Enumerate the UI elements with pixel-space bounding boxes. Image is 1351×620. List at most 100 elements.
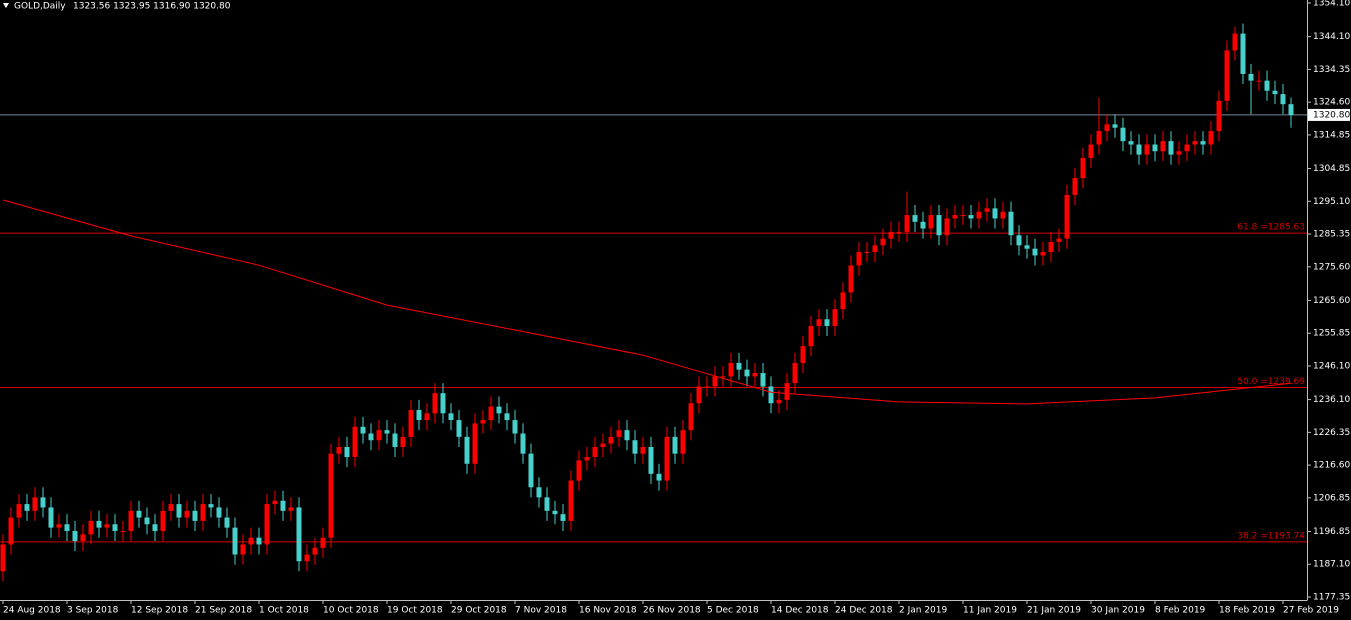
candle-body xyxy=(704,386,710,388)
candle-body xyxy=(1184,144,1190,152)
candle-body xyxy=(664,436,670,481)
x-tick-label: 26 Nov 2018 xyxy=(643,606,701,616)
candle-body xyxy=(848,265,854,293)
candle-body xyxy=(1208,131,1214,145)
candle-body xyxy=(992,208,998,219)
y-tick-label: 1314.85 xyxy=(1313,130,1350,140)
candle-body xyxy=(696,386,702,404)
candle-body xyxy=(1224,50,1230,101)
candle-body xyxy=(400,436,406,447)
candle-body xyxy=(600,443,606,447)
y-tick-label: 1304.85 xyxy=(1313,164,1350,174)
candle-body xyxy=(1136,144,1142,155)
candle-body xyxy=(1168,141,1174,155)
x-tick-label: 1 Oct 2018 xyxy=(259,606,309,616)
candle-body xyxy=(744,369,750,377)
x-tick-label: 21 Jan 2019 xyxy=(1027,606,1081,616)
menu-arrow[interactable] xyxy=(3,3,9,8)
candle-body xyxy=(1200,141,1206,145)
candle-body xyxy=(888,231,894,239)
y-tick-label: 1354.10 xyxy=(1313,0,1350,9)
y-tick-label: 1265.60 xyxy=(1313,296,1350,306)
candle-body xyxy=(568,480,574,521)
candle-body xyxy=(8,517,14,545)
x-tick-label: 12 Sep 2018 xyxy=(131,606,188,616)
x-tick-label: 16 Nov 2018 xyxy=(579,606,637,616)
candle-body xyxy=(152,524,158,531)
candle-body xyxy=(264,504,270,545)
candle-body xyxy=(856,252,862,266)
candle-body xyxy=(920,221,926,229)
candle-body xyxy=(544,497,550,511)
y-tick-label: 1334.35 xyxy=(1313,65,1350,75)
x-tick-label: 21 Sep 2018 xyxy=(195,606,252,616)
y-tick-label: 1324.60 xyxy=(1313,98,1350,108)
candle-body xyxy=(328,453,334,538)
candle-body xyxy=(592,446,598,458)
candle-body xyxy=(1288,104,1294,115)
candle-body xyxy=(248,537,254,545)
moving-average xyxy=(2,199,1292,405)
symbol: GOLD,Daily xyxy=(14,2,66,12)
candle-body xyxy=(440,393,446,414)
candle-body xyxy=(344,446,350,458)
candle-body xyxy=(792,362,798,384)
candle-body xyxy=(1216,100,1222,132)
candle-body xyxy=(536,487,542,498)
y-tick-label: 1236.10 xyxy=(1313,395,1350,405)
candle-body xyxy=(768,386,774,404)
candle-body xyxy=(640,446,646,454)
candle-body xyxy=(752,373,758,377)
candle-body xyxy=(256,537,262,545)
y-tick-label: 1255.85 xyxy=(1313,329,1350,339)
candle-body xyxy=(24,504,30,511)
candle-body xyxy=(872,245,878,253)
candle-body xyxy=(512,420,518,434)
x-tick-label: 27 Feb 2019 xyxy=(1283,606,1339,616)
candle-body xyxy=(1016,235,1022,246)
candle-body xyxy=(824,319,830,326)
candle-body xyxy=(192,510,198,521)
y-tick-label: 1285.35 xyxy=(1313,230,1350,240)
candle-body xyxy=(944,218,950,236)
candle-body xyxy=(1256,80,1262,82)
candle-body xyxy=(88,520,94,535)
candle-body xyxy=(968,215,974,219)
x-tick-label: 8 Feb 2019 xyxy=(1155,606,1206,616)
candle-body xyxy=(280,500,286,511)
candle-body xyxy=(832,309,838,326)
candle-body xyxy=(96,520,102,528)
candle-body xyxy=(880,238,886,246)
candle-body xyxy=(208,504,214,508)
candle-body xyxy=(496,406,502,414)
candle-body xyxy=(584,457,590,461)
candle-body xyxy=(392,433,398,447)
candle-body xyxy=(312,547,318,555)
candle-body xyxy=(200,504,206,521)
candle-body xyxy=(16,504,22,518)
y-tick-label: 1246.10 xyxy=(1313,361,1350,371)
candle-body xyxy=(816,319,822,326)
y-tick-label: 1196.85 xyxy=(1313,527,1350,537)
candle-body xyxy=(800,346,806,363)
candle-body xyxy=(904,215,910,232)
candle-body xyxy=(608,436,614,444)
candle-body xyxy=(48,507,54,528)
candle-body xyxy=(984,208,990,212)
y-tick-label: 1187.10 xyxy=(1313,560,1350,570)
x-tick-label: 2 Jan 2019 xyxy=(899,606,947,616)
candle-body xyxy=(1264,80,1270,91)
candle-body xyxy=(1152,144,1158,152)
candle-body xyxy=(1072,178,1078,195)
candle-body xyxy=(1064,194,1070,239)
candle-body xyxy=(176,504,182,518)
level-label: 61.8 =1285.63 xyxy=(1237,223,1305,233)
level-label: 38.2 =1193.74 xyxy=(1237,531,1305,541)
candle-body xyxy=(216,507,222,518)
candle-body xyxy=(776,399,782,404)
candle-body xyxy=(296,507,302,562)
candle-body xyxy=(40,497,46,508)
candle-body xyxy=(1112,124,1118,128)
